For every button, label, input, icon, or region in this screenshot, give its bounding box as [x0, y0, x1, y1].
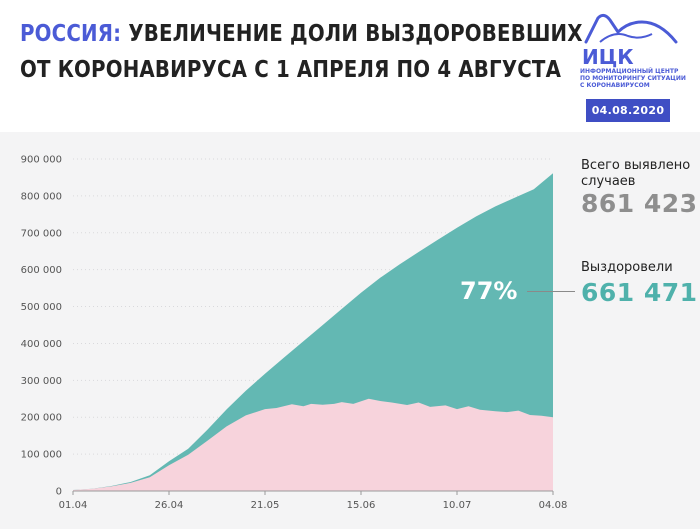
total-cases-label: Всего выявлено случаев — [581, 158, 691, 189]
logo-wave-icon: ИЦК — [582, 13, 678, 69]
x-tick-label: 15.06 — [347, 500, 376, 511]
logo-subtitle: ИНФОРМАЦИОННЫЙ ЦЕНТР ПО МОНИТОРИНГУ СИТУ… — [580, 68, 690, 89]
y-axis-ticks: 0 100 000 200 000 300 000 400 000 500 000 600 … — [21, 155, 62, 498]
y-tick-label: 600 000 — [21, 265, 62, 276]
logo-subtitle-line3: С КОРОНАВИРУСОМ — [580, 82, 650, 89]
recovered-percent: 77% — [460, 277, 518, 305]
y-tick-label: 0 — [56, 487, 62, 498]
header: РОССИЯ: УВЕЛИЧЕНИЕ ДОЛИ ВЫЗДОРОВЕВШИХ ОТ… — [0, 0, 700, 132]
active-cases-area — [73, 398, 553, 491]
y-tick-label: 800 000 — [21, 191, 62, 202]
y-tick-label: 400 000 — [21, 339, 62, 350]
title-accent: РОССИЯ: — [20, 21, 122, 47]
connector-line — [527, 291, 575, 292]
logo-subtitle-line1: ИНФОРМАЦИОННЫЙ ЦЕНТР — [580, 68, 679, 75]
title-line1-text: УВЕЛИЧЕНИЕ ДОЛИ ВЫЗДОРОВЕВШИХ — [128, 21, 583, 47]
logo-name: ИЦК — [582, 45, 634, 68]
x-tick-label: 04.08 — [539, 500, 568, 511]
area-chart: 0 100 000 200 000 300 000 400 000 500 000 600 … — [21, 155, 568, 512]
y-tick-label: 700 000 — [21, 228, 62, 239]
x-tick-label: 10.07 — [443, 500, 472, 511]
page-title: РОССИЯ: УВЕЛИЧЕНИЕ ДОЛИ ВЫЗДОРОВЕВШИХ ОТ… — [20, 16, 583, 88]
x-axis-ticks: 01.04 26.04 21.05 15.06 10.07 04.08 — [59, 490, 568, 511]
logo-subtitle-line2: ПО МОНИТОРИНГУ СИТУАЦИИ — [580, 75, 686, 82]
y-tick-label: 200 000 — [21, 413, 62, 424]
x-tick-label: 26.04 — [155, 500, 184, 511]
date-badge: 04.08.2020 — [586, 99, 670, 122]
chart-area: 0 100 000 200 000 300 000 400 000 500 000 600 … — [0, 132, 700, 525]
y-tick-label: 900 000 — [21, 155, 62, 166]
y-tick-label: 100 000 — [21, 450, 62, 461]
total-cases-value: 861 423 — [581, 189, 698, 218]
x-tick-label: 01.04 — [59, 500, 88, 511]
recovered-label: Выздоровели — [581, 260, 673, 275]
logo: ИЦК ИНФОРМАЦИОННЫЙ ЦЕНТР ПО МОНИТОРИНГУ … — [580, 12, 690, 124]
y-tick-label: 500 000 — [21, 302, 62, 313]
y-tick-label: 300 000 — [21, 376, 62, 387]
title-line-1: РОССИЯ: УВЕЛИЧЕНИЕ ДОЛИ ВЫЗДОРОВЕВШИХ — [20, 16, 583, 52]
recovered-value: 661 471 — [581, 278, 698, 307]
x-tick-label: 21.05 — [251, 500, 280, 511]
title-line-2: ОТ КОРОНАВИРУСА С 1 АПРЕЛЯ ПО 4 АВГУСТА — [20, 57, 562, 83]
